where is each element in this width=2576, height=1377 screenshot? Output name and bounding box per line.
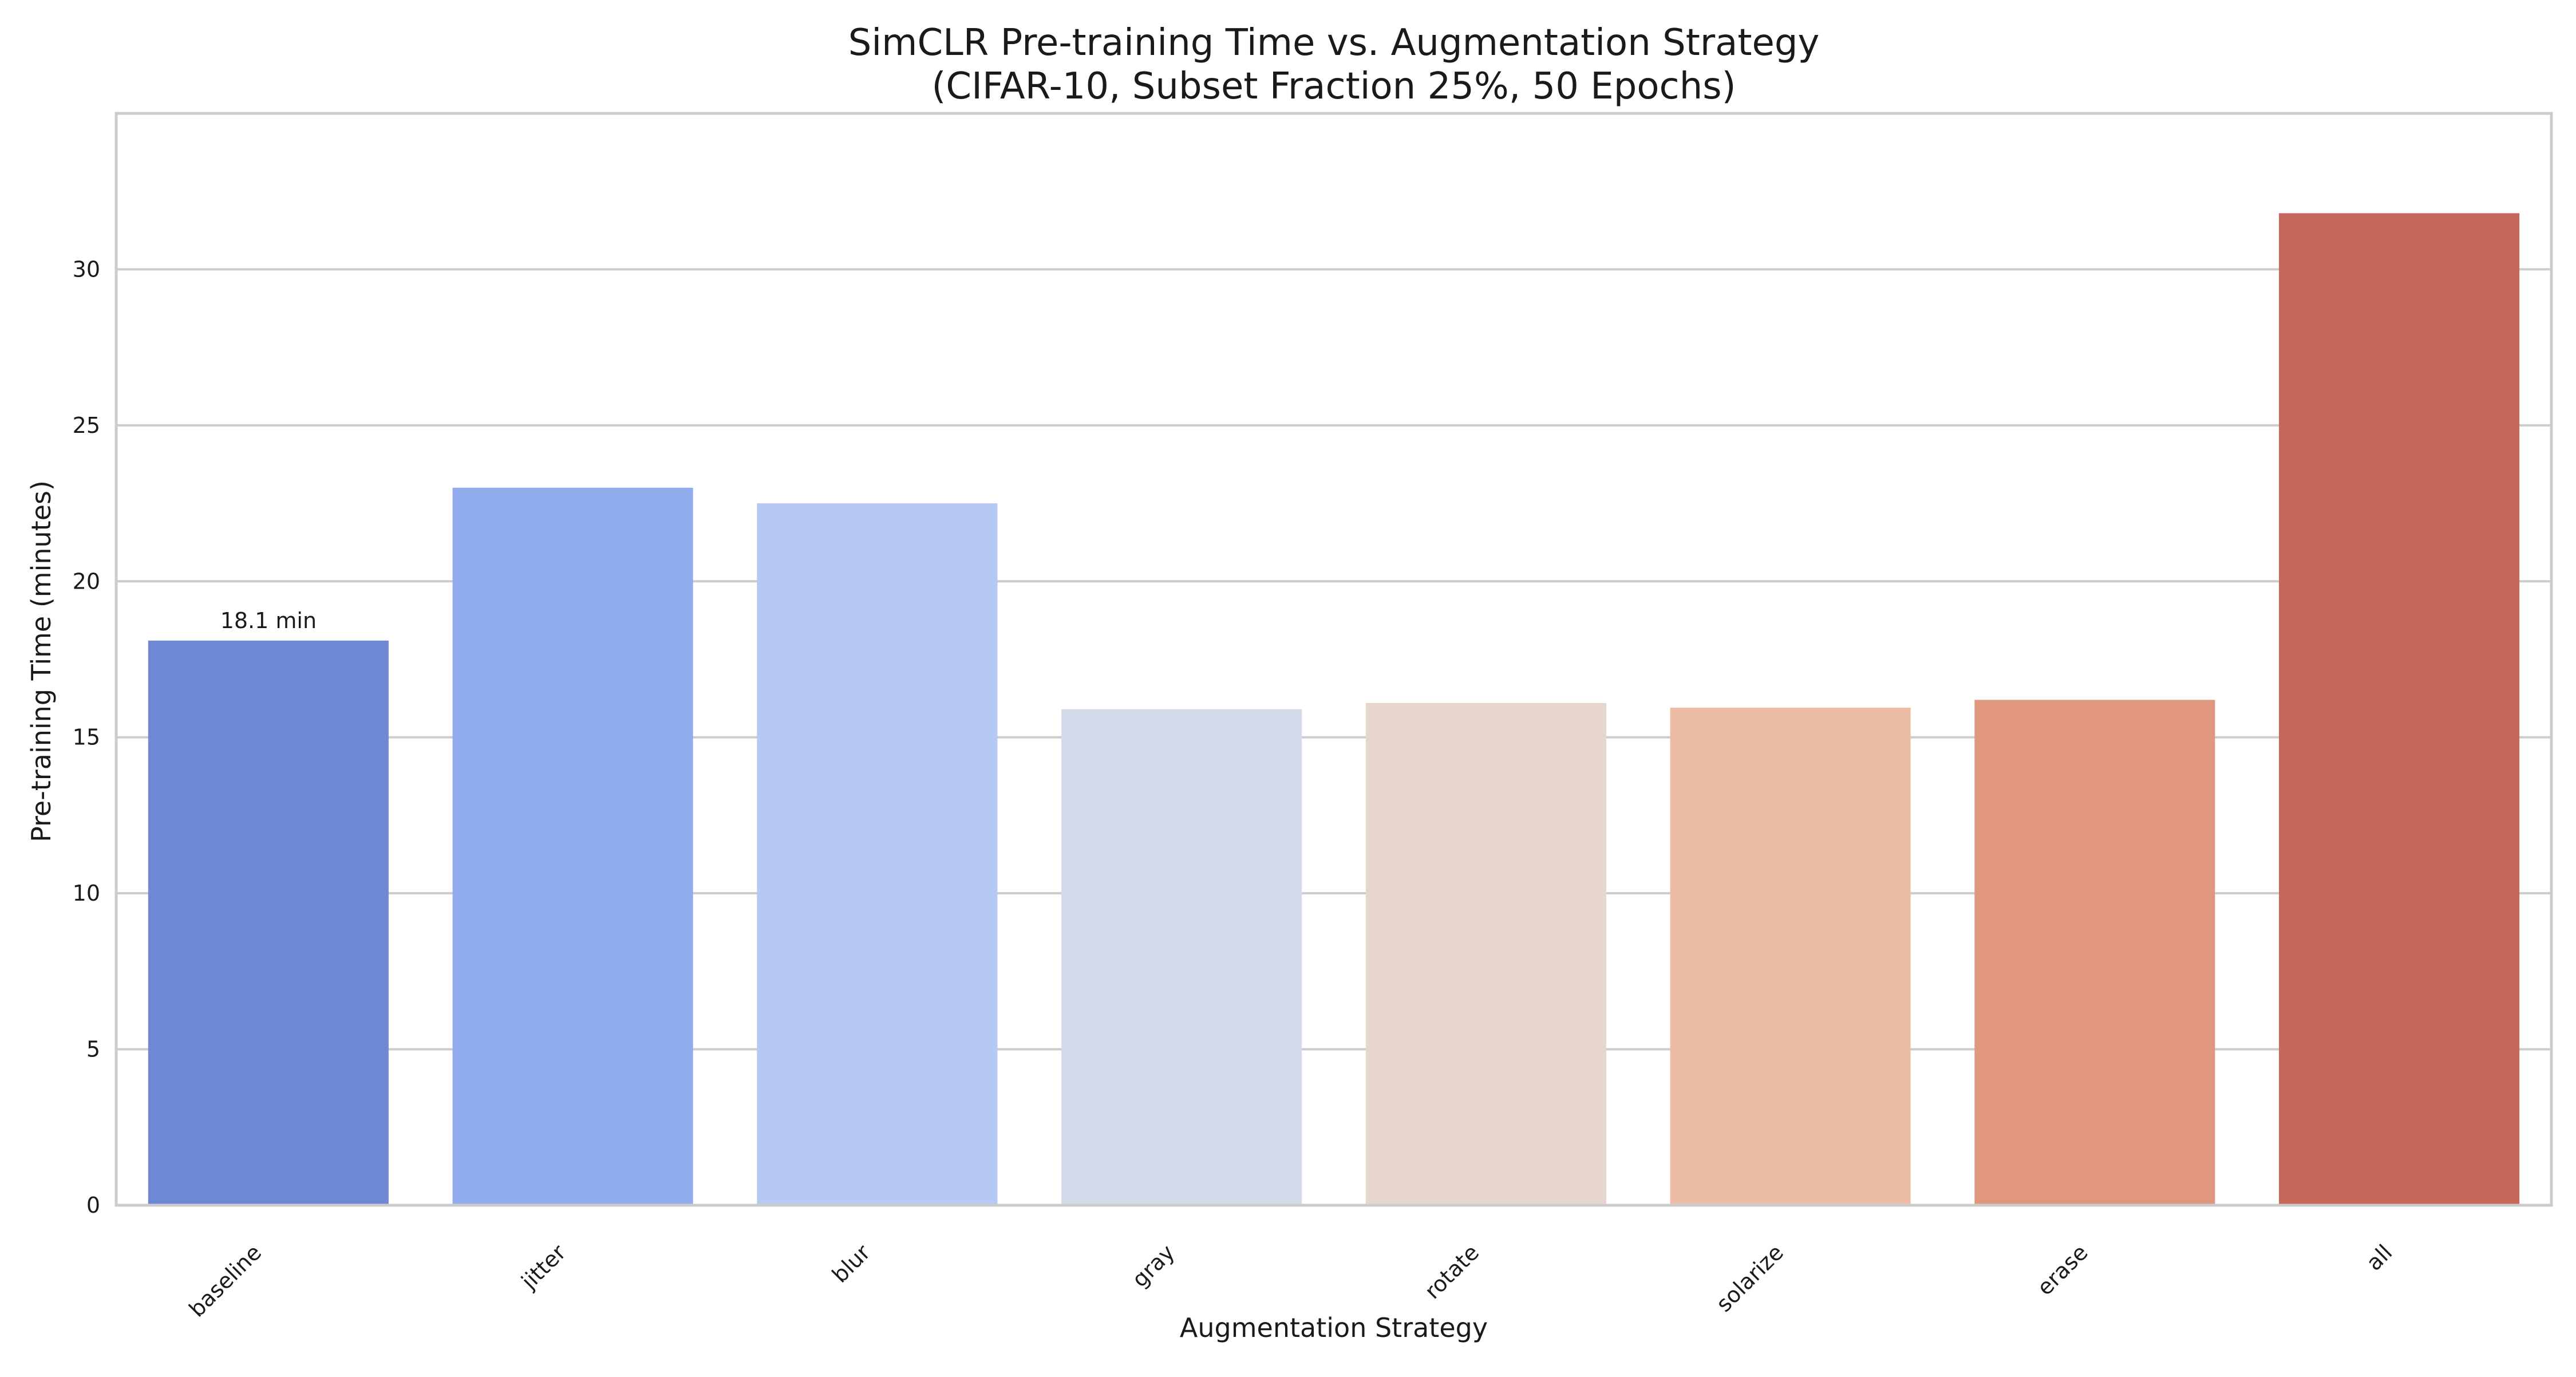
plot-frame	[114, 112, 2553, 1207]
x-tick-label: all	[2361, 1240, 2397, 1276]
bar-jitter	[452, 487, 693, 1205]
x-axis-label: Augmentation Strategy	[1180, 1312, 1488, 1343]
y-tick-label: 15	[73, 725, 100, 750]
bar-baseline	[148, 640, 389, 1205]
y-tick-label: 20	[73, 569, 100, 594]
bar-erase	[1974, 700, 2215, 1205]
x-tick-label: jitter	[516, 1240, 571, 1295]
y-tick-label: 0	[86, 1193, 100, 1218]
bar-solarize	[1670, 707, 1911, 1205]
y-axis-ticks: 0 5 10 15 20 25 30	[73, 257, 100, 1218]
x-tick-label: gray	[1127, 1240, 1180, 1292]
x-axis-ticks: baseline jitter blur gray rotate solarize eras…	[184, 1240, 2397, 1322]
bars	[148, 213, 2520, 1206]
chart-subtitle: (CIFAR-10, Subset Fraction 25%, 50 Epoch…	[931, 65, 1736, 108]
bar-blur	[757, 503, 998, 1205]
y-axis-label: Pre-training Time (minutes)	[26, 480, 57, 842]
y-tick-label: 30	[73, 257, 100, 282]
x-tick-label: solarize	[1711, 1240, 1788, 1317]
y-tick-label: 5	[86, 1037, 100, 1062]
x-tick-label: rotate	[1420, 1240, 1484, 1304]
data-label: 18.1 min	[220, 608, 317, 633]
bar-all	[2279, 213, 2520, 1206]
x-tick-label: baseline	[184, 1240, 267, 1322]
x-tick-label: blur	[827, 1240, 875, 1288]
y-tick-label: 10	[73, 881, 100, 906]
bar-rotate	[1365, 703, 1606, 1205]
bar-gray	[1061, 709, 1302, 1205]
x-tick-label: erase	[2032, 1240, 2093, 1300]
data-labels: 18.1 min	[220, 608, 317, 633]
chart-title: SimCLR Pre-training Time vs. Augmentatio…	[848, 22, 1820, 64]
y-tick-label: 25	[73, 413, 100, 438]
